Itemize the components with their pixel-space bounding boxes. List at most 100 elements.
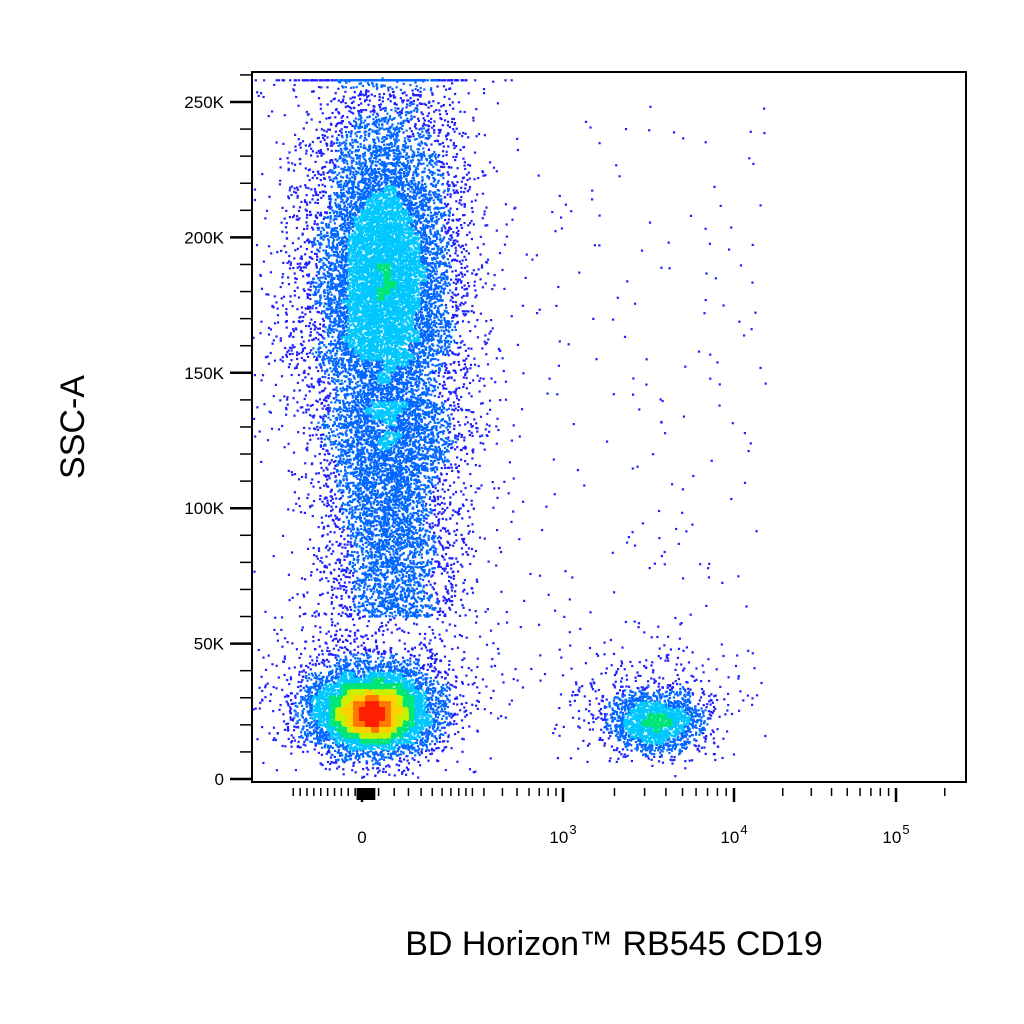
event-dot	[703, 671, 705, 673]
event-dot	[440, 566, 442, 568]
event-dot	[460, 342, 462, 344]
event-dot	[322, 267, 324, 269]
event-dot	[316, 409, 318, 411]
event-dot	[326, 407, 328, 409]
event-dot	[356, 637, 358, 639]
event-dot	[355, 154, 357, 156]
event-dot	[715, 277, 717, 279]
event-dot	[446, 690, 448, 692]
event-dot	[356, 543, 358, 545]
event-dot	[348, 596, 350, 598]
event-dot	[322, 112, 324, 114]
event-dot	[463, 706, 465, 708]
event-dot	[486, 435, 488, 437]
event-dot	[364, 648, 366, 650]
event-dot	[647, 686, 649, 688]
event-dot	[268, 115, 270, 117]
event-dot	[447, 194, 449, 196]
event-dot	[418, 654, 420, 656]
event-dot	[297, 431, 299, 433]
event-dot	[467, 179, 469, 181]
event-dot	[463, 313, 465, 315]
event-dot	[299, 657, 301, 659]
event-dot	[638, 622, 640, 624]
event-dot	[605, 706, 607, 708]
event-dot	[328, 439, 330, 441]
event-dot	[454, 341, 456, 343]
event-dot	[333, 762, 335, 764]
event-dot	[571, 668, 573, 670]
event-dot	[339, 562, 341, 564]
event-dot	[291, 162, 293, 164]
event-dot	[434, 567, 436, 569]
event-dot	[444, 96, 446, 98]
event-dot	[442, 174, 444, 176]
event-dot	[319, 416, 321, 418]
event-dot	[456, 342, 458, 344]
event-dot	[319, 191, 321, 193]
event-dot	[719, 716, 721, 718]
event-dot	[326, 753, 328, 755]
event-dot	[319, 427, 321, 429]
event-dot	[356, 135, 358, 137]
event-dot	[463, 344, 465, 346]
event-dot	[422, 561, 424, 563]
event-dot	[444, 671, 446, 673]
event-dot	[424, 569, 426, 571]
event-dot	[397, 108, 399, 110]
event-dot	[298, 374, 300, 376]
event-dot	[353, 639, 355, 641]
event-dot	[454, 131, 456, 133]
event-dot	[316, 259, 318, 261]
event-dot	[357, 613, 359, 615]
event-dot	[410, 118, 412, 120]
event-dot	[638, 408, 640, 410]
event-dot	[496, 357, 498, 359]
event-dot	[473, 508, 475, 510]
event-dot	[716, 668, 718, 670]
event-dot	[481, 435, 483, 437]
event-dot	[480, 442, 482, 444]
event-dot	[609, 702, 611, 704]
event-dot	[311, 422, 313, 424]
event-dot	[545, 506, 547, 508]
event-dot	[294, 709, 296, 711]
event-dot	[449, 502, 451, 504]
event-dot	[722, 757, 724, 759]
event-dot	[483, 385, 485, 387]
event-dot	[254, 189, 256, 191]
event-dot	[308, 340, 310, 342]
event-dot	[330, 198, 332, 200]
event-dot	[450, 166, 452, 168]
event-dot	[307, 373, 309, 375]
event-dot	[447, 282, 449, 284]
event-dot	[707, 718, 709, 720]
event-dot	[470, 712, 472, 714]
event-dot	[288, 260, 290, 262]
event-dot	[395, 653, 397, 655]
event-dot	[309, 539, 311, 541]
event-dot	[444, 457, 446, 459]
event-dot	[440, 105, 442, 107]
event-dot	[600, 713, 602, 715]
event-dot	[312, 353, 314, 355]
event-dot	[274, 617, 276, 619]
event-dot	[303, 687, 305, 689]
event-dot	[486, 413, 488, 415]
event-dot	[445, 89, 447, 91]
event-dot	[354, 610, 356, 612]
event-dot	[322, 276, 324, 278]
event-dot	[331, 589, 333, 591]
event-dot	[460, 196, 462, 198]
event-dot	[305, 266, 307, 268]
event-dot	[490, 377, 492, 379]
event-dot	[286, 231, 288, 233]
event-dot	[431, 183, 433, 185]
event-dot	[465, 551, 467, 553]
event-dot	[446, 449, 448, 451]
event-dot	[449, 694, 451, 696]
event-dot	[349, 651, 351, 653]
event-dot	[599, 142, 601, 144]
event-dot	[270, 328, 272, 330]
event-dot	[322, 137, 324, 139]
